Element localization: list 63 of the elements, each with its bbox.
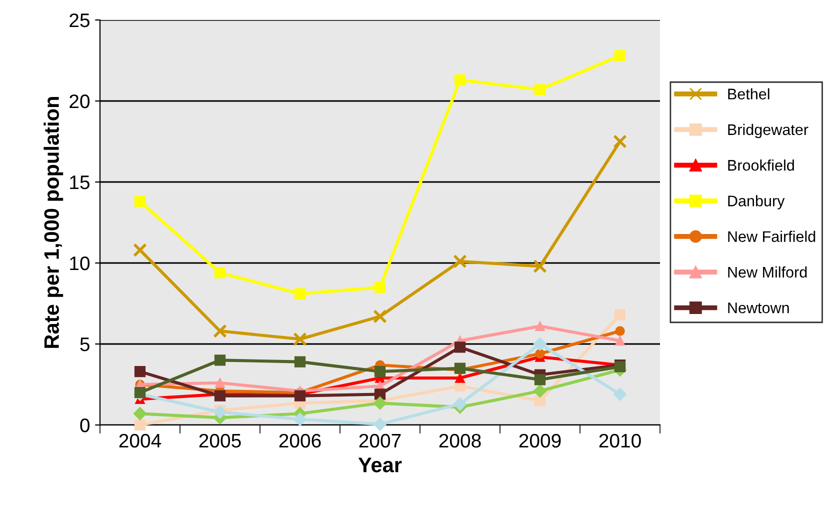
y-tick-label: 15 [70,176,90,190]
point [373,418,387,431]
point [535,348,545,359]
point [134,419,146,431]
y-tick-label: 0 [80,418,90,432]
point [293,412,307,426]
point [215,378,225,388]
legend-label: Danbury [728,195,785,210]
point [454,362,466,374]
point [453,254,467,268]
point [533,384,547,398]
point [213,405,227,419]
point [455,373,465,383]
legend-label: New Fairfield [728,230,816,242]
point [454,342,466,353]
point [373,396,387,410]
x-tick-label: 2006 [279,434,321,448]
point [293,332,307,346]
y-tick-label: 5 [80,338,90,352]
x-tick-label: 2010 [599,434,641,448]
point [133,243,147,257]
point [374,366,386,378]
point [615,326,625,336]
point [294,356,306,368]
point [133,407,147,420]
legend-label: Bethel [728,88,770,100]
point [134,366,146,378]
y-tick-label: 25 [70,13,90,28]
point [534,374,546,386]
legend-label: New Milford [728,266,807,278]
y-tick-label: 20 [70,94,90,108]
point [453,397,467,411]
x-axis-title: Year [358,458,402,472]
point [134,196,146,207]
point [213,324,227,338]
legend-label: Bridgewater [728,124,808,138]
legend-label: Brookfield [728,160,794,171]
point [534,84,546,96]
point [533,259,547,274]
point [294,288,306,300]
x-tick-label: 2005 [199,434,241,448]
point [613,134,627,148]
point [614,309,626,320]
point [214,354,226,366]
legend-label: Newtown [728,302,789,314]
point [374,282,386,293]
point [454,74,466,86]
point [615,336,625,346]
point [534,395,546,406]
point [374,388,386,400]
point [614,50,626,62]
x-tick-label: 2009 [519,434,561,448]
point [533,337,547,351]
point [373,310,387,324]
point [535,321,545,332]
y-axis-title: Rate per 1,000 population [44,97,64,348]
point [613,388,627,401]
x-tick-label: 2008 [439,434,481,448]
y-tick-label: 10 [70,256,90,270]
point [134,387,146,398]
point [214,267,226,278]
x-tick-label: 2004 [119,434,162,448]
x-tick-label: 2007 [359,434,401,448]
